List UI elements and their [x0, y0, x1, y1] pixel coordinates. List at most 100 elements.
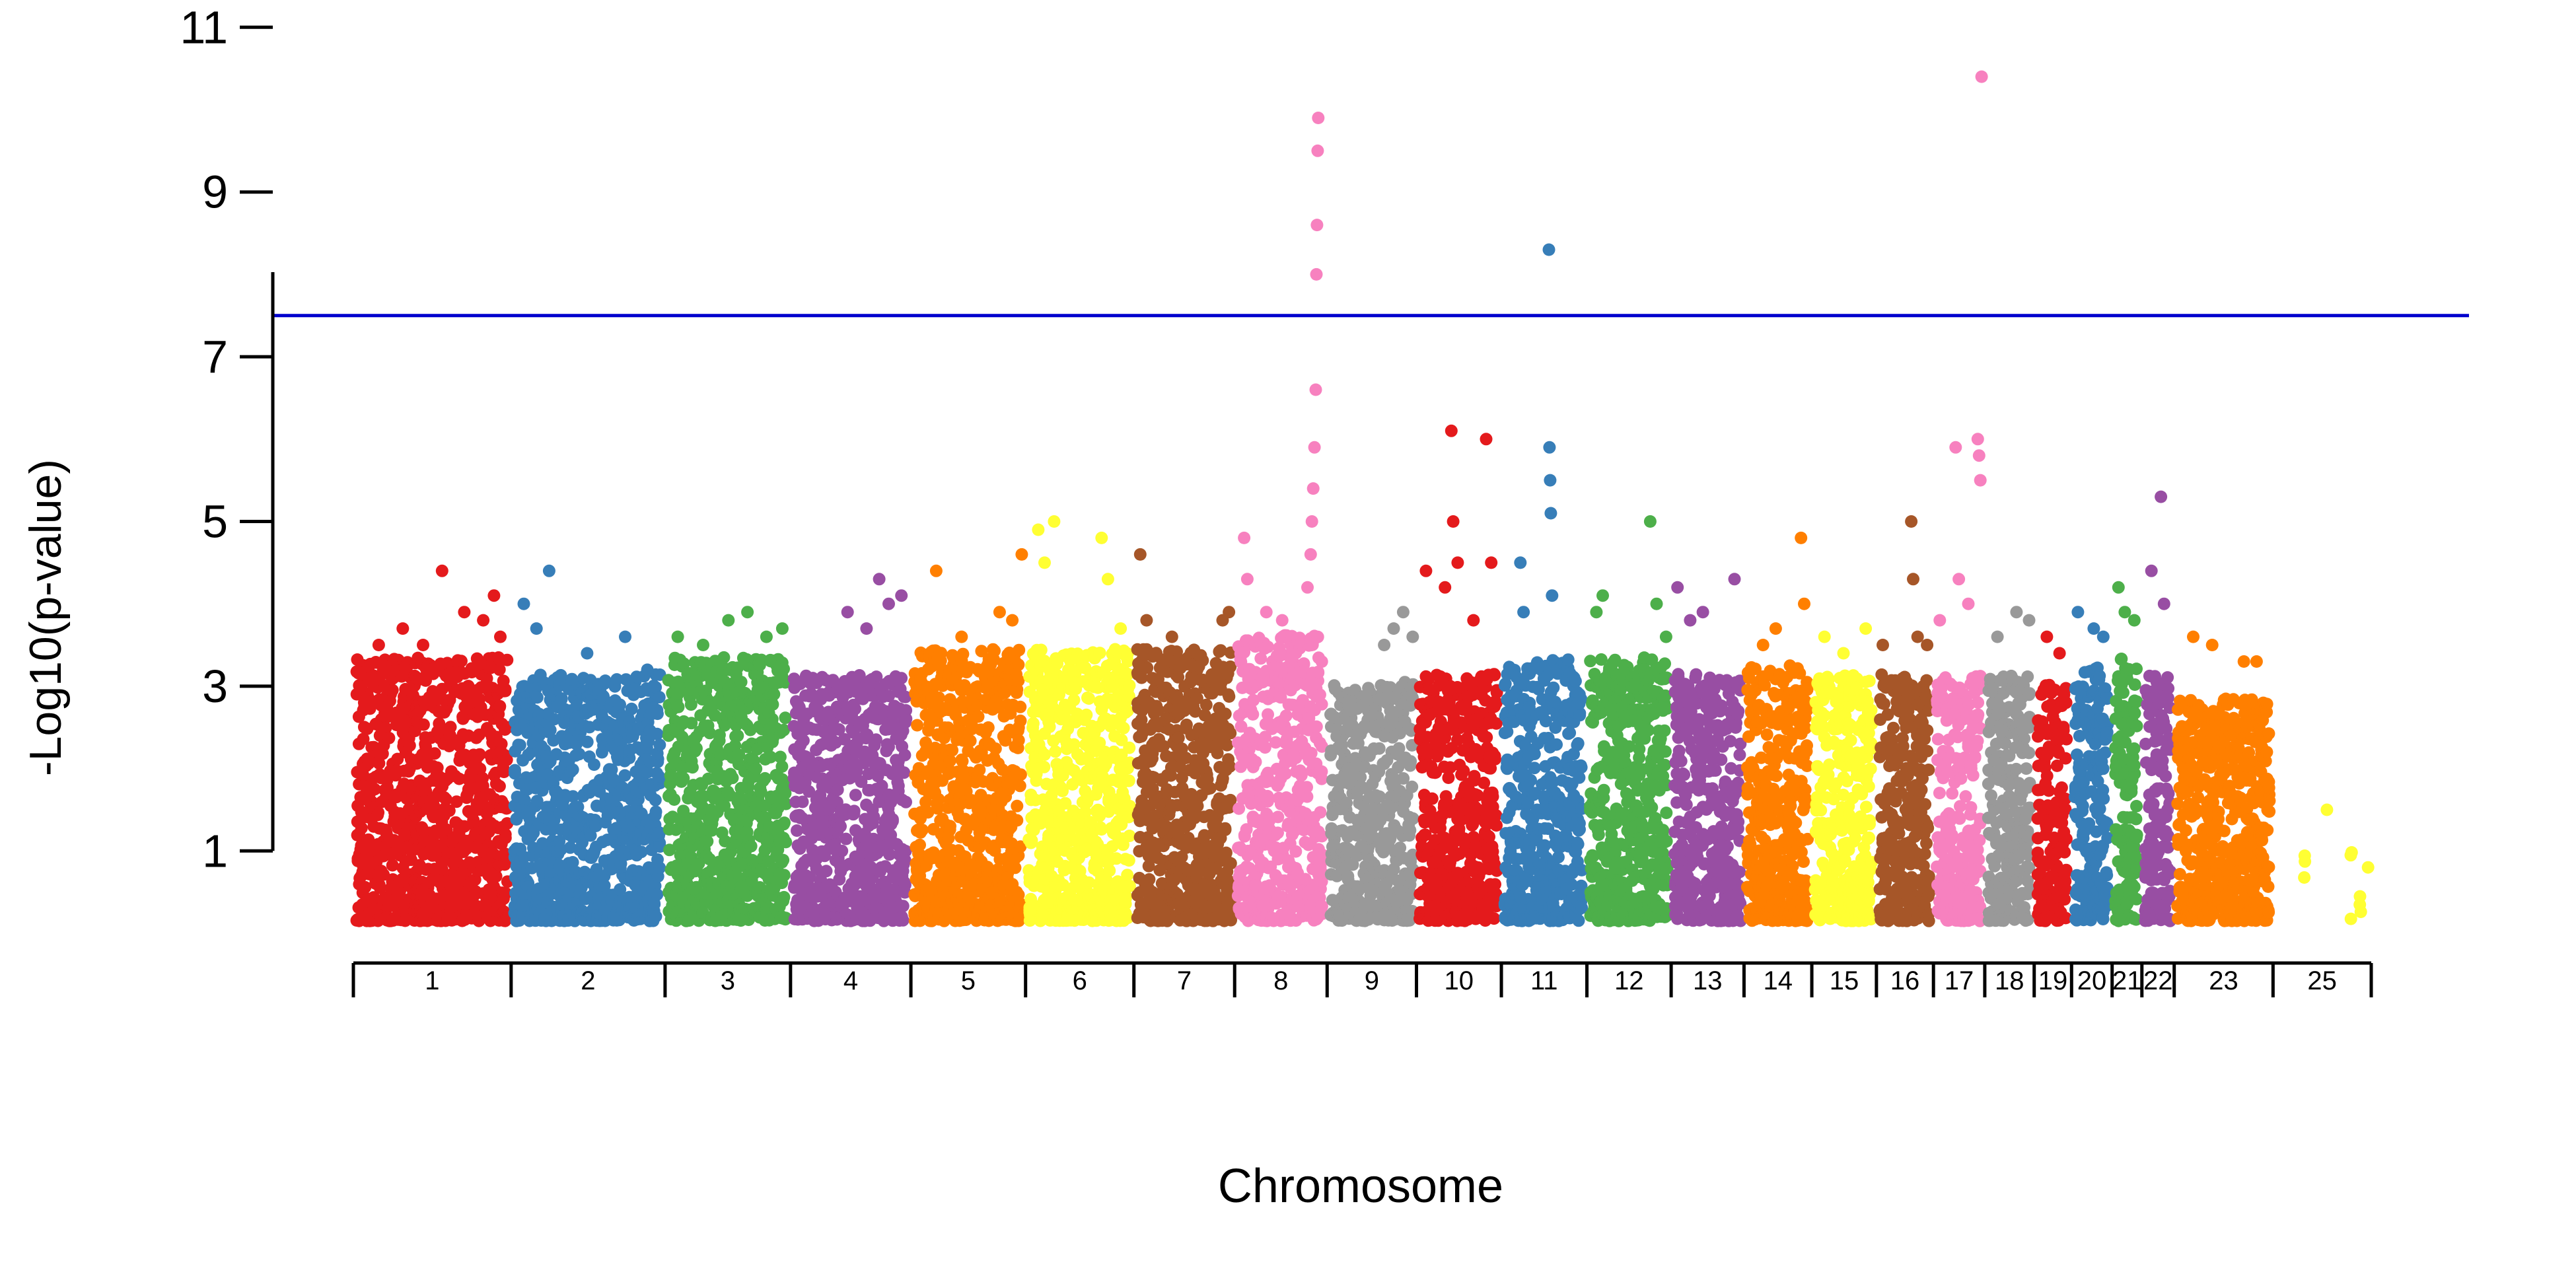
snp-point — [556, 798, 569, 811]
snp-peak-point — [775, 622, 789, 635]
snp-point — [726, 771, 739, 785]
snp-point — [766, 698, 779, 711]
snp-peak-point — [929, 564, 943, 577]
snp-point — [635, 845, 648, 859]
snp-point — [452, 772, 466, 785]
snp-point — [755, 653, 768, 666]
snp-point — [1219, 822, 1232, 835]
snp-point — [777, 818, 790, 831]
snp-point — [379, 721, 392, 734]
snp-point — [382, 731, 396, 744]
snp-point — [775, 760, 789, 773]
snp-point — [1093, 647, 1106, 660]
snp-point — [458, 820, 471, 833]
snp-point — [1196, 654, 1209, 667]
snp-point — [898, 748, 912, 762]
snp-point — [956, 647, 970, 661]
snp-point — [915, 824, 929, 836]
snp-point — [566, 856, 579, 869]
snp-point — [1011, 814, 1024, 827]
snp-point — [1117, 721, 1130, 734]
snp-point — [840, 832, 853, 845]
snp-point — [584, 829, 597, 842]
snp-point — [750, 762, 763, 775]
snp-point — [554, 843, 567, 856]
snp-point — [373, 757, 386, 770]
snp-point — [1121, 704, 1134, 717]
snp-point — [731, 729, 744, 742]
snp-point — [1012, 734, 1025, 747]
snp-peak-point — [1101, 573, 1114, 586]
snp-point — [1121, 869, 1134, 882]
snp-point — [677, 771, 690, 785]
snp-peak-point — [671, 630, 684, 643]
snp-point — [869, 733, 882, 746]
snp-point — [1080, 708, 1093, 721]
snp-point — [649, 808, 662, 822]
snp-point — [610, 673, 624, 686]
snp-point — [653, 861, 666, 875]
snp-peak-point — [494, 630, 507, 643]
snp-point — [834, 820, 847, 833]
snp-point — [913, 838, 926, 851]
snp-point — [964, 734, 977, 748]
snp-point — [705, 824, 718, 837]
snp-point — [519, 794, 531, 807]
snp-point — [698, 790, 711, 803]
snp-point — [427, 667, 440, 680]
snp-point — [499, 828, 512, 841]
snp-point — [465, 662, 478, 675]
snp-point — [651, 707, 664, 721]
snp-point — [847, 805, 861, 818]
snp-point — [836, 844, 849, 857]
snp-peak-point — [458, 606, 471, 619]
data-points — [350, 70, 2375, 927]
snp-point — [1123, 830, 1136, 842]
snp-point — [899, 714, 912, 727]
snp-point — [588, 758, 600, 771]
snp-peak-point — [760, 630, 773, 643]
snp-point — [443, 804, 456, 817]
snp-peak-point — [1048, 515, 1061, 528]
snp-point — [1012, 658, 1025, 671]
snp-point — [849, 789, 862, 802]
snp-point — [651, 888, 664, 901]
snp-peak-point — [619, 630, 631, 643]
snp-point — [651, 727, 664, 740]
snp-point — [898, 766, 911, 779]
snp-point — [386, 859, 399, 872]
snp-point — [1067, 694, 1081, 707]
snp-point — [758, 771, 771, 785]
snp-point — [589, 820, 602, 832]
snp-peak-point — [1223, 606, 1236, 619]
snp-peak-point — [882, 597, 895, 610]
chromosome-4-points — [787, 573, 913, 927]
snp-point — [1013, 779, 1026, 793]
snp-point — [768, 688, 781, 701]
snp-point — [605, 763, 618, 776]
snp-point — [744, 840, 758, 853]
chromosome-2-points — [508, 564, 666, 927]
snp-point — [898, 854, 912, 867]
snp-point — [649, 793, 662, 806]
snp-peak-point — [841, 606, 854, 619]
snp-point — [546, 823, 559, 836]
snp-point — [713, 734, 726, 747]
snp-point — [373, 881, 386, 894]
snp-point — [598, 674, 612, 688]
snp-peak-point — [542, 564, 555, 577]
snp-point — [435, 682, 448, 696]
snp-peak-point — [1133, 548, 1147, 561]
snp-point — [779, 836, 793, 849]
snp-point — [796, 795, 809, 808]
snp-point — [355, 822, 368, 835]
snp-point — [408, 725, 421, 738]
snp-peak-point — [417, 639, 429, 651]
snp-point — [653, 769, 665, 783]
snp-point — [386, 684, 399, 697]
snp-point — [1123, 741, 1136, 754]
snp-point — [734, 676, 748, 688]
snp-peak-point — [581, 647, 594, 660]
snp-point — [1014, 700, 1027, 713]
snp-point — [701, 835, 714, 848]
